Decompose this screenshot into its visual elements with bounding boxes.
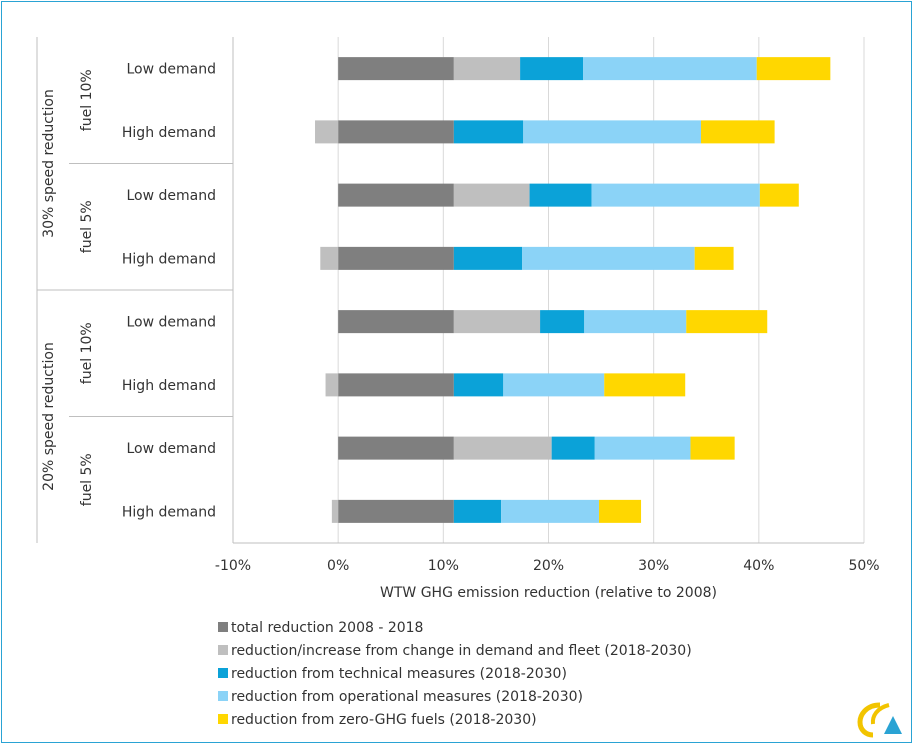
legend-swatch	[218, 691, 228, 701]
bar-segment	[453, 436, 552, 460]
publisher-logo-icon	[857, 702, 902, 738]
bar-segment	[338, 57, 454, 81]
bar-segment	[700, 120, 775, 144]
bar-segment	[338, 120, 454, 144]
category-label: High demand	[122, 504, 216, 520]
legend-swatch	[218, 622, 228, 632]
x-tick-label: 10%	[428, 558, 459, 574]
legend-entry: reduction from technical measures (2018-…	[231, 666, 567, 682]
bar-segment	[338, 183, 454, 207]
category-label: Low demand	[127, 62, 217, 78]
speed-group-label: 20% speed reduction	[41, 342, 57, 491]
bar-segment	[338, 246, 454, 270]
bar-segment	[583, 57, 757, 81]
bar-segment	[338, 373, 454, 397]
bar-segment	[591, 183, 760, 207]
category-label: High demand	[122, 251, 216, 267]
bar-segment	[503, 373, 605, 397]
category-label: High demand	[122, 125, 216, 141]
bar-segment	[551, 436, 595, 460]
bar-segment	[453, 183, 530, 207]
category-label: High demand	[122, 378, 216, 394]
fuel-subgroup-label: fuel 10%	[79, 322, 95, 384]
category-label: Low demand	[127, 188, 217, 204]
bar-segment	[453, 499, 502, 523]
legend-swatch	[218, 668, 228, 678]
x-tick-label: 0%	[327, 558, 349, 574]
bar-segment	[315, 120, 339, 144]
bar-segment	[338, 310, 454, 334]
fuel-subgroup-label: fuel 5%	[79, 200, 95, 253]
bar-segment	[584, 310, 687, 334]
bar-segment	[453, 246, 523, 270]
x-tick-label: 50%	[848, 558, 879, 574]
bar-segment	[338, 499, 454, 523]
category-label: Low demand	[127, 315, 217, 331]
legend-entry: reduction/increase from change in demand…	[231, 643, 692, 659]
bar-segment	[453, 57, 521, 81]
bar-segment	[540, 310, 585, 334]
bar-segment	[694, 246, 734, 270]
legend-entry: reduction from operational measures (201…	[231, 689, 583, 705]
legend-entry: total reduction 2008 - 2018	[231, 620, 423, 636]
bar-segment	[320, 246, 339, 270]
bar-segment	[520, 57, 584, 81]
bar-segment	[338, 436, 454, 460]
category-label: Low demand	[127, 441, 217, 457]
bar-segment	[759, 183, 799, 207]
legend-swatch	[218, 714, 228, 724]
fuel-subgroup-label: fuel 10%	[79, 69, 95, 131]
bar-segment	[686, 310, 768, 334]
bar-segment	[453, 373, 504, 397]
bar-segment	[325, 373, 339, 397]
x-tick-label: -10%	[215, 558, 251, 574]
bar-segment	[529, 183, 592, 207]
x-axis-title: WTW GHG emission reduction (relative to …	[380, 585, 717, 601]
fuel-subgroup-label: fuel 5%	[79, 453, 95, 506]
legend-swatch	[218, 645, 228, 655]
bar-segment	[523, 120, 701, 144]
bar-segment	[604, 373, 686, 397]
bar-segment	[690, 436, 735, 460]
bar-segment	[598, 499, 642, 523]
legend-entry: reduction from zero-GHG fuels (2018-2030…	[231, 712, 537, 728]
x-tick-label: 30%	[638, 558, 669, 574]
bar-segment	[501, 499, 599, 523]
x-tick-label: 20%	[533, 558, 564, 574]
bar-segment	[756, 57, 831, 81]
bar-segment	[453, 310, 541, 334]
speed-group-label: 30% speed reduction	[41, 89, 57, 238]
bar-segment	[453, 120, 524, 144]
bar-segment	[331, 499, 339, 523]
bar-segment	[522, 246, 695, 270]
bar-segment	[594, 436, 691, 460]
x-tick-label: 40%	[743, 558, 774, 574]
